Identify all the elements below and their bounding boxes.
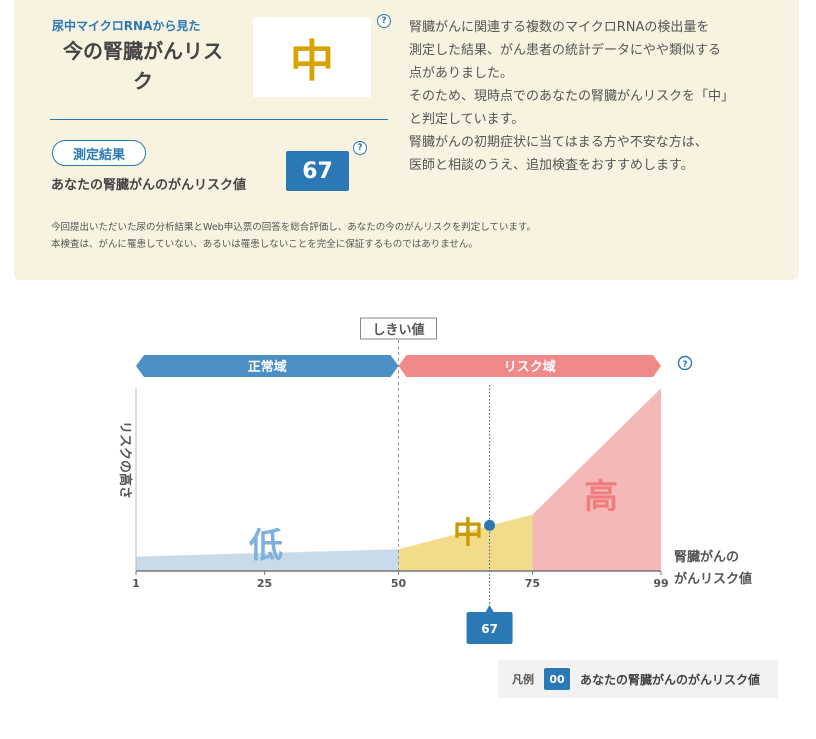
band-中 bbox=[398, 514, 533, 571]
marker-value-box bbox=[466, 612, 513, 644]
x-tick-label: 50 bbox=[391, 577, 407, 590]
result-badge: 測定結果 bbox=[52, 140, 146, 166]
threshold-label-box bbox=[360, 317, 437, 340]
result-description: 腎臓がんに関連する複数のマイクロRNAの検出量を 測定した結果、がん患者の統計デ… bbox=[409, 16, 779, 177]
marker-pointer bbox=[485, 605, 494, 612]
score-help-icon[interactable]: ? bbox=[353, 141, 367, 155]
x-tick-label: 25 bbox=[257, 577, 272, 590]
summary-title-line2: ク bbox=[133, 69, 153, 93]
threshold-label: しきい値 bbox=[372, 322, 424, 338]
x-tick-label: 75 bbox=[525, 577, 540, 590]
band-label-high: 高 bbox=[584, 477, 618, 517]
zone-help-mark: ? bbox=[682, 360, 687, 370]
summary-divider bbox=[50, 119, 388, 120]
risk-zone-arrow bbox=[398, 355, 661, 377]
band-label-low: 低 bbox=[249, 526, 283, 566]
risk-level-value: 中 bbox=[290, 36, 334, 87]
risk-help-icon[interactable]: ? bbox=[377, 14, 391, 28]
legend: 凡例 00 あなたの腎臓がんのがんリスク値 bbox=[498, 660, 778, 698]
description-line: と判定しています。 bbox=[409, 112, 525, 127]
legend-title: 凡例 bbox=[512, 673, 534, 686]
note-line: 今回提出いただいた尿の分析結果とWeb申込票の回答を総合評価し、あなたの今のがん… bbox=[51, 222, 536, 233]
band-高 bbox=[532, 388, 661, 571]
description-line: 腎臓がんに関連する複数のマイクロRNAの検出量を bbox=[409, 20, 710, 35]
note-line: 本検査は、がんに罹患していない、あるいは罹患しないことを完全に保証するものではあ… bbox=[51, 239, 478, 250]
x-axis-label-line1: 腎臓がんの bbox=[674, 549, 739, 565]
legend-text: あなたの腎臓がんのがんリスク値 bbox=[580, 672, 761, 687]
summary-title: 今の腎臓がんリス ク bbox=[50, 36, 236, 96]
description-line: 測定した結果、がん患者の統計データにやや類似する bbox=[409, 43, 722, 58]
legend-sample-box: 00 bbox=[544, 668, 570, 690]
description-line: 腎臓がんの初期症状に当てはまる方や不安な方は、 bbox=[409, 135, 708, 150]
normal-zone-label: 正常域 bbox=[248, 359, 287, 375]
disclaimer-notes: 今回提出いただいた尿の分析結果とWeb申込票の回答を総合評価し、あなたの今のがん… bbox=[51, 219, 536, 253]
summary-subtitle: 尿中マイクロRNAから見た bbox=[52, 19, 201, 33]
summary-title-line1: 今の腎臓がんリス bbox=[63, 39, 223, 63]
x-axis-label-line2: がんリスク値 bbox=[674, 571, 752, 587]
score-label: あなたの腎臓がんのがんリスク値 bbox=[51, 178, 247, 193]
risk-level-box: 中 bbox=[253, 17, 371, 97]
description-line: 医師と相談のうえ、追加検査をおすすめします。 bbox=[409, 158, 694, 173]
y-axis-label: リスクの高さ bbox=[117, 421, 133, 499]
band-低 bbox=[136, 549, 399, 571]
x-tick-label: 99 bbox=[653, 577, 668, 590]
risk-zone-label: リスク域 bbox=[504, 359, 556, 375]
description-line: 点がありました。 bbox=[409, 66, 514, 81]
x-tick-label: 1 bbox=[132, 577, 140, 590]
result-summary-panel bbox=[14, 0, 799, 280]
score-value-box: 67 bbox=[286, 151, 349, 191]
marker-dot bbox=[484, 519, 496, 531]
zone-help-icon bbox=[677, 355, 693, 371]
normal-zone-arrow bbox=[136, 355, 399, 377]
band-label-mid: 中 bbox=[453, 516, 483, 551]
description-line: そのため、現時点でのあなたの腎臓がんリスクを「中」 bbox=[409, 89, 735, 104]
risk-curve bbox=[135, 387, 662, 557]
marker-value-label: 67 bbox=[481, 622, 498, 636]
